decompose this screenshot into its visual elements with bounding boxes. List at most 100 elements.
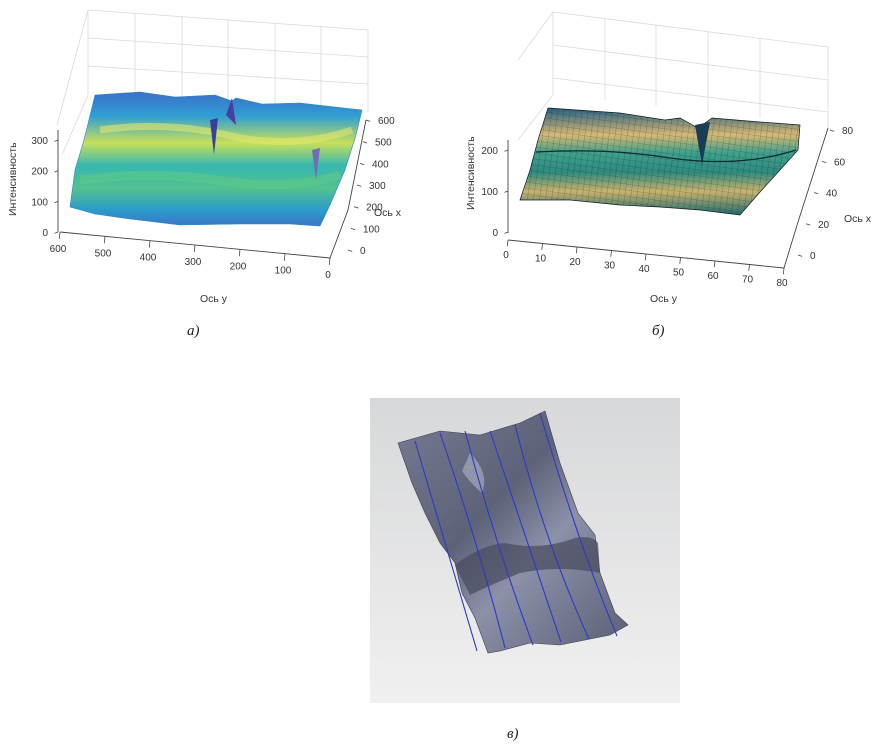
plot-a-y-tick-mark bbox=[347, 249, 353, 252]
plot-b-x-tick-mark bbox=[644, 253, 647, 261]
plot-a-x-tick: 400 bbox=[140, 253, 157, 264]
plot-b-caption: б) bbox=[652, 323, 665, 339]
plot-a-z-tick: 200 bbox=[31, 167, 48, 178]
plot-b-z-tick-mark bbox=[504, 149, 509, 152]
plot-a-y-ticks: 0 100 200 300 400 500 600 bbox=[347, 116, 395, 257]
plot-b-y-tick-mark bbox=[797, 254, 803, 257]
plot-a-z-tick-mark bbox=[54, 200, 59, 204]
plot-a-y-tick-mark bbox=[359, 162, 365, 166]
plot-b-y-tick-mark bbox=[829, 129, 835, 132]
plot-a-y-tick: 200 bbox=[366, 203, 383, 214]
plot-b-y-tick-mark bbox=[813, 192, 819, 195]
plot-b-y-tick: 0 bbox=[810, 251, 816, 262]
plot-b-x-tick-mark bbox=[610, 250, 612, 257]
plot-b-x-tick: 70 bbox=[742, 275, 754, 286]
plot-b-y-ticks: 0 20 40 60 80 bbox=[797, 126, 854, 262]
plot-a-y-tick-mark bbox=[365, 119, 371, 122]
render-isoline bbox=[514, 424, 590, 640]
plot-a-y-tick: 0 bbox=[360, 246, 366, 257]
render-isoline bbox=[464, 430, 534, 646]
plot-a-x-tick: 200 bbox=[230, 261, 247, 272]
plot-a-x-tick: 100 bbox=[275, 266, 292, 277]
plot-a-y-tick-mark bbox=[353, 206, 359, 209]
plot-a-x-tick-mark bbox=[238, 249, 241, 257]
render-surface-lines bbox=[414, 412, 618, 652]
plot-a-x-tick: 500 bbox=[95, 248, 112, 259]
plot-b-z-tick: 200 bbox=[481, 146, 498, 157]
plot-b-y-tick-mark bbox=[805, 223, 811, 226]
plot-b-x-tick: 20 bbox=[569, 257, 581, 268]
plot-a-z-tick-mark bbox=[54, 170, 59, 173]
surface-render-c: в) bbox=[370, 398, 680, 742]
plot-a-z-tick: 0 bbox=[42, 228, 48, 239]
plot-b-x-tick-mark bbox=[506, 239, 509, 247]
plot-b-x-tick-mark bbox=[575, 246, 578, 254]
plot-a-ylabel: Ось x bbox=[374, 207, 402, 219]
plot-a-grid-back bbox=[56, 9, 369, 156]
plot-b-y-tick: 20 bbox=[818, 220, 830, 231]
plot-a-x-tick-mark bbox=[193, 244, 196, 253]
render-isoline bbox=[414, 440, 478, 652]
plot-a-y-tick-mark bbox=[350, 227, 356, 231]
plot-a-x-tick-mark bbox=[283, 253, 286, 261]
plot-a-x-tick: 300 bbox=[185, 257, 202, 268]
plot-a-surface bbox=[69, 91, 363, 227]
plot-a-z-tick-mark bbox=[54, 139, 59, 142]
plot-a-xlabel: Ось y bbox=[200, 293, 228, 305]
plot-b-xlabel: Ось y bbox=[650, 293, 678, 305]
plot-b-z-tick: 100 bbox=[481, 187, 498, 198]
plot-a-y-tick: 400 bbox=[372, 159, 389, 170]
plot-b-x-tick-mark bbox=[541, 243, 543, 250]
plot-b-z-tick: 0 bbox=[492, 228, 498, 239]
plot-b-z-tick-mark bbox=[504, 190, 509, 193]
plot-b-surface bbox=[519, 107, 801, 216]
surface-plot-b: 0 10 20 30 40 50 60 70 80 0 20 40 60 80 0 100 200 Ось … bbox=[465, 11, 872, 339]
plot-b-x-tick-mark bbox=[748, 264, 750, 271]
plot-b-grid-back bbox=[517, 11, 829, 141]
plot-b-x-tick: 80 bbox=[776, 278, 788, 289]
render-isoline bbox=[439, 432, 506, 649]
plot-a-zlabel: Интенсивность bbox=[7, 142, 19, 216]
plot-b-y-tick-mark bbox=[821, 160, 827, 164]
plot-a-y-tick: 300 bbox=[369, 181, 386, 192]
plot-b-x-tick: 10 bbox=[535, 254, 547, 265]
plot-a-y-tick-mark bbox=[356, 184, 362, 187]
plot-a-z-ticks: 0 100 200 300 bbox=[31, 136, 59, 239]
plot-a-x-tick-mark bbox=[58, 231, 61, 240]
plot-a-y-tick: 600 bbox=[378, 116, 395, 127]
plot-b-x-tick-mark bbox=[782, 267, 785, 275]
plot-a-caption: а) bbox=[187, 323, 200, 339]
plot-b-z-ticks: 0 100 200 bbox=[481, 146, 509, 239]
plot-b-zlabel: Интенсивность bbox=[465, 136, 477, 210]
plot-b-x-tick: 60 bbox=[707, 271, 719, 282]
render-isoline bbox=[539, 412, 618, 637]
plot-a-x-tick: 600 bbox=[50, 244, 67, 255]
plot-b-x-tick-mark bbox=[679, 257, 681, 264]
plot-b-x-tick: 40 bbox=[638, 264, 650, 275]
plot-a-y-tick-mark bbox=[362, 141, 368, 144]
plot-b-x-ticks: 0 10 20 30 40 50 60 70 80 bbox=[503, 239, 788, 289]
plot-a-z-tick: 100 bbox=[31, 197, 48, 208]
plot-a-z-tick-mark bbox=[54, 231, 59, 234]
plot-b-y-tick: 40 bbox=[826, 189, 838, 200]
plot-a-x-tick-mark bbox=[328, 257, 331, 266]
render-isoline bbox=[489, 430, 562, 643]
plot-b-x-tick-mark bbox=[713, 260, 716, 268]
plot-b-x-tick: 30 bbox=[604, 261, 616, 272]
plot-a-x-ticks: 600 500 400 300 200 100 0 bbox=[50, 231, 331, 281]
plot-a-z-tick: 300 bbox=[31, 136, 48, 147]
render-surface bbox=[397, 410, 629, 654]
plot-a-x-tick: 0 bbox=[325, 270, 331, 281]
surface-plot-a: 600 500 400 300 200 100 0 0100200300400500600 … bbox=[7, 9, 402, 339]
plot-b-y-tick: 80 bbox=[842, 126, 854, 137]
plot-b-x-tick: 50 bbox=[673, 268, 685, 279]
plot-b-z-tick-mark bbox=[504, 231, 509, 234]
plot-b-y-tick: 60 bbox=[834, 157, 846, 168]
plot-b-ylabel: Ось x bbox=[844, 213, 872, 225]
plot-b-x-tick: 0 bbox=[503, 250, 509, 261]
plot-c-caption: в) bbox=[507, 726, 519, 742]
plot-a-x-tick-mark bbox=[148, 240, 151, 248]
plot-a-y-tick: 100 bbox=[363, 224, 380, 235]
plot-a-x-tick-mark bbox=[103, 236, 106, 244]
plot-a-y-tick: 500 bbox=[375, 138, 392, 149]
